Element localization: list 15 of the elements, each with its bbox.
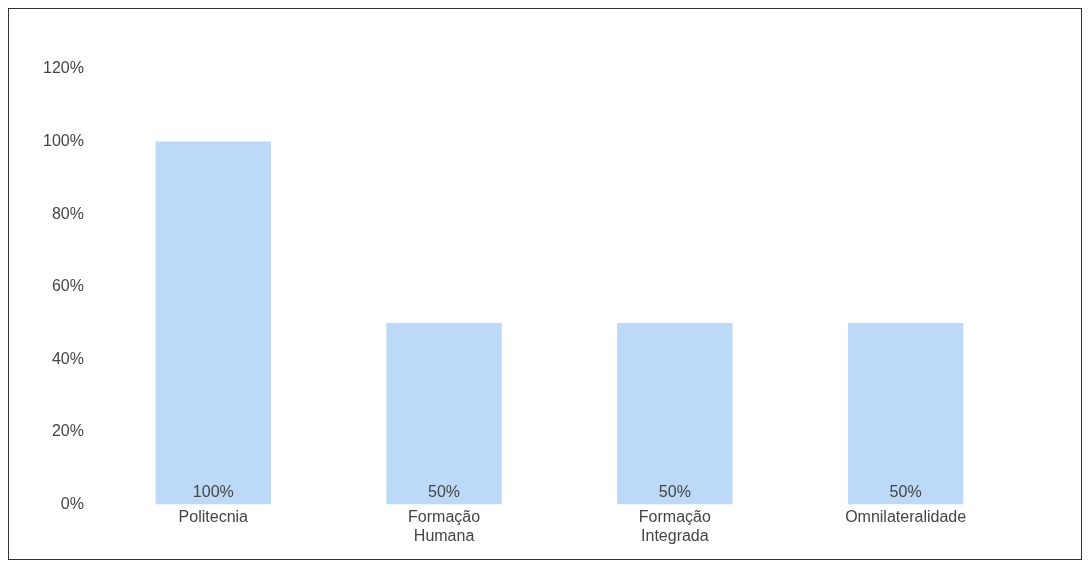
- y-tick-label: 40%: [51, 349, 84, 367]
- data-label: 50%: [658, 483, 691, 501]
- y-tick-label: 100%: [43, 132, 84, 150]
- x-tick-label: Formação Integrada: [638, 507, 711, 544]
- y-tick-label: 60%: [51, 277, 84, 295]
- y-tick-label: 80%: [51, 204, 84, 222]
- data-label: 50%: [889, 483, 922, 501]
- y-tick-label: 120%: [43, 59, 84, 77]
- x-tick-label: Formação Humana: [408, 507, 481, 544]
- data-label: 50%: [428, 483, 461, 501]
- y-tick-label: 20%: [51, 422, 84, 440]
- x-tick-label: Omnilateralidade: [845, 507, 967, 525]
- x-tick-label: Politecnia: [178, 507, 249, 525]
- data-label: 100%: [192, 483, 234, 501]
- y-tick-label: 0%: [60, 495, 84, 513]
